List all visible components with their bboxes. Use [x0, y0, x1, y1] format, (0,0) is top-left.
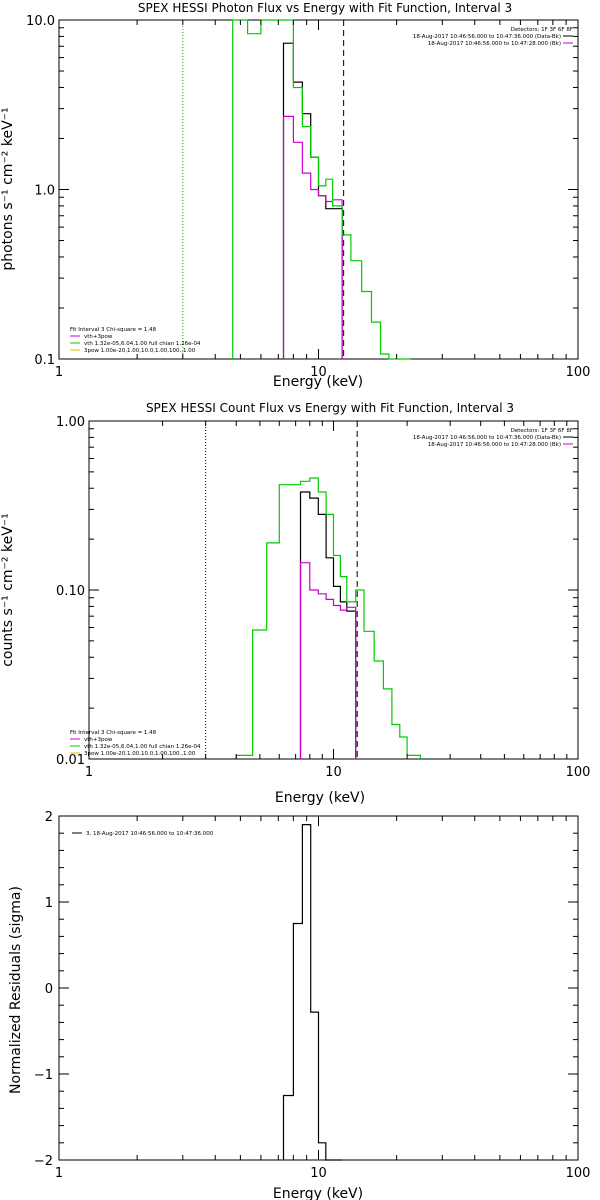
legend-entry-vth: vth 1.32e-05,6.04,1.00 full chian 1.26e-… [84, 341, 201, 347]
legend-entry-bk: 18-Aug-2017 10:46:56.000 to 10:47:28.000… [428, 41, 561, 47]
photon-flux-yaxis-label: photons s⁻¹ cm⁻² keV⁻¹ [0, 107, 16, 270]
x-tick-label: 100 [566, 365, 591, 380]
legend-entry-vth3pow: vth+3pow [84, 737, 113, 743]
photon-flux-axis-ticks: 1 10 100 0.1 1.0 10.0 [26, 14, 590, 380]
x-tick-label: 10 [325, 765, 342, 780]
legend-entry-residuals: 3, 18-Aug-2017 10:46:56.000 to 10:47:36.… [86, 831, 214, 837]
count-flux-axis-ticks: 1 10 100 0.01 0.10 1.00 [56, 415, 590, 780]
residuals-axis-ticks: 1 10 100 −2 −1 0 1 2 [34, 810, 591, 1181]
legend-entry-data-bk: 18-Aug-2017 10:46:56.000 to 10:47:36.000… [413, 435, 561, 441]
count-flux-plot-frame [88, 420, 579, 760]
count-flux-title: SPEX HESSI Count Flux vs Energy with Fit… [146, 401, 514, 415]
residuals-plot-area [282, 824, 343, 1161]
residuals-legend: 3, 18-Aug-2017 10:46:56.000 to 10:47:36.… [72, 831, 214, 837]
legend-header: Detectors: 1F 3F 6F 8F [511, 27, 573, 33]
series-vth-3pow-line [232, 19, 411, 360]
y-tick-label: 2 [45, 810, 53, 825]
legend-fit-header: Fit Interval 3 Chi-square = 1.48 [70, 730, 157, 736]
photon-flux-legend-detectors: Detectors: 1F 3F 6F 8F 18-Aug-2017 10:46… [413, 27, 573, 47]
series-residuals-line [282, 824, 343, 1161]
photon-flux-title: SPEX HESSI Photon Flux vs Energy with Fi… [138, 1, 512, 15]
photon-flux-plot-area [182, 19, 411, 360]
y-tick-label: 1 [45, 896, 53, 911]
count-flux-yaxis-label: counts s⁻¹ cm⁻² keV⁻¹ [0, 513, 16, 667]
photon-flux-panel: SPEX HESSI Photon Flux vs Energy with Fi… [0, 1, 590, 390]
photon-flux-xaxis-label: Energy (keV) [273, 374, 363, 390]
x-tick-label: 10 [310, 365, 327, 380]
legend-fit-header: Fit Interval 3 Chi-square = 1.48 [70, 327, 157, 333]
y-tick-label: 1.0 [34, 184, 55, 199]
x-tick-label: 100 [566, 1166, 591, 1181]
y-tick-label: 1.00 [56, 415, 85, 430]
count-flux-legend-fit: Fit Interval 3 Chi-square = 1.48 vth+3po… [70, 730, 201, 757]
y-tick-label: −1 [34, 1068, 53, 1083]
count-flux-panel: SPEX HESSI Count Flux vs Energy with Fit… [0, 401, 590, 806]
photon-flux-legend-fit: Fit Interval 3 Chi-square = 1.48 vth+3po… [70, 327, 201, 354]
series-bk-line [299, 562, 357, 759]
legend-entry-3pow: 3pow 1.00e-20,1.00,10.0,1.00,100.,1.00 [84, 751, 196, 757]
x-tick-label: 100 [566, 765, 591, 780]
legend-entry-bk: 18-Aug-2017 10:46:56.000 to 10:47:28.000… [428, 442, 561, 448]
count-flux-plot-area [205, 421, 421, 759]
legend-header: Detectors: 1F 3F 6F 8F [511, 428, 573, 434]
series-vth-3pow-line [235, 477, 421, 759]
x-tick-label: 10 [310, 1166, 327, 1181]
y-tick-label: 10.0 [26, 14, 55, 29]
x-tick-label: 1 [55, 365, 63, 380]
x-tick-label: 1 [85, 765, 93, 780]
residuals-xaxis-label: Energy (keV) [273, 1186, 363, 1200]
count-flux-legend-detectors: Detectors: 1F 3F 6F 8F 18-Aug-2017 10:46… [413, 428, 573, 448]
y-tick-label: −2 [34, 1154, 53, 1169]
y-tick-label: 0.1 [34, 353, 55, 368]
series-bk-line [282, 115, 343, 359]
x-tick-label: 1 [55, 1166, 63, 1181]
series-data-bk-line [299, 491, 357, 759]
residuals-yaxis-label: Normalized Residuals (sigma) [8, 886, 24, 1094]
y-tick-label: 0 [45, 982, 53, 997]
legend-entry-data-bk: 18-Aug-2017 10:46:56.000 to 10:47:36.000… [413, 34, 561, 40]
y-tick-label: 0.01 [56, 753, 85, 768]
legend-entry-vth3pow: vth+3pow [84, 334, 113, 340]
legend-entry-3pow: 3pow 1.00e-20,1.00,10.0,1.00,100.,1.00 [84, 348, 196, 354]
legend-entry-vth: vth 1.32e-05,6.04,1.00 full chian 1.26e-… [84, 744, 201, 750]
series-data-bk-line [282, 42, 343, 359]
count-flux-xaxis-label: Energy (keV) [275, 790, 365, 806]
y-tick-label: 0.10 [56, 584, 85, 599]
residuals-panel: 1 10 100 −2 −1 0 1 2 Energy (keV) Normalized Re… [8, 810, 590, 1200]
